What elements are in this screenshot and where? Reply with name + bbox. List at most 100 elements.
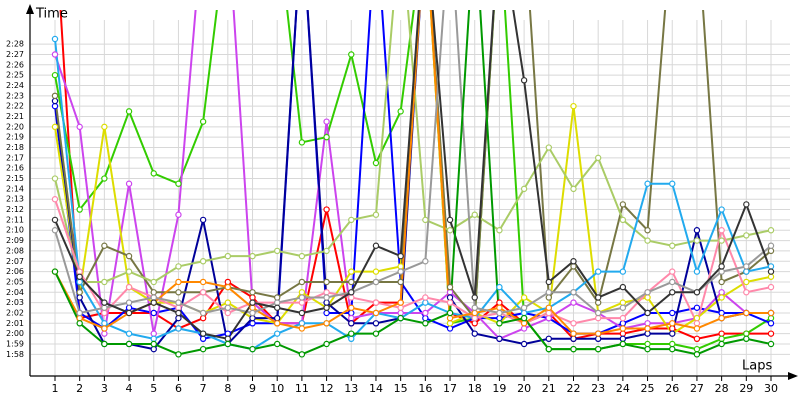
point xyxy=(669,309,676,317)
point xyxy=(644,227,651,234)
point xyxy=(76,123,83,131)
point xyxy=(224,309,232,317)
point xyxy=(372,330,380,337)
point xyxy=(718,206,725,213)
point xyxy=(348,278,355,286)
point xyxy=(446,314,454,322)
point xyxy=(743,289,750,296)
point xyxy=(619,283,627,291)
point xyxy=(767,268,775,275)
point xyxy=(175,289,182,296)
point xyxy=(669,180,676,187)
point xyxy=(249,252,256,260)
y-tick-label: 2:04 xyxy=(6,288,24,297)
point xyxy=(125,340,133,348)
y-tick-label: 2:03 xyxy=(6,298,24,307)
point xyxy=(298,252,306,260)
point xyxy=(520,77,528,84)
x-tick-label: 11 xyxy=(295,382,309,395)
point xyxy=(767,340,775,348)
point xyxy=(471,314,478,322)
point xyxy=(693,268,701,275)
point xyxy=(422,258,429,265)
point xyxy=(101,330,108,337)
point xyxy=(51,102,59,110)
point xyxy=(323,299,330,306)
point xyxy=(249,304,256,311)
point xyxy=(669,242,676,249)
point xyxy=(51,92,59,100)
point xyxy=(718,294,725,301)
point xyxy=(249,309,256,317)
point xyxy=(323,304,330,311)
point xyxy=(594,268,602,275)
plot-area xyxy=(51,10,775,358)
point xyxy=(619,340,627,348)
point xyxy=(51,51,59,58)
series-line xyxy=(54,10,772,340)
x-tick-label: 5 xyxy=(150,382,157,395)
point xyxy=(125,252,133,260)
point xyxy=(669,345,676,353)
point xyxy=(446,289,454,296)
y-tick-label: 2:09 xyxy=(6,236,24,245)
x-tick-label: 14 xyxy=(369,382,383,395)
point xyxy=(496,283,503,291)
point xyxy=(323,247,330,255)
point xyxy=(693,314,701,322)
point xyxy=(520,320,528,327)
point xyxy=(471,211,478,218)
point xyxy=(743,232,750,239)
point xyxy=(76,314,83,322)
point xyxy=(446,320,454,327)
point xyxy=(175,309,182,317)
point xyxy=(570,299,577,306)
series-line xyxy=(54,10,772,351)
point xyxy=(101,340,108,348)
point xyxy=(767,273,775,280)
point xyxy=(372,211,380,218)
point xyxy=(274,314,281,322)
point xyxy=(175,325,182,332)
x-axis-arrow xyxy=(788,372,798,380)
point xyxy=(619,304,627,311)
point xyxy=(422,314,429,322)
point xyxy=(224,299,232,306)
point xyxy=(274,340,281,348)
point xyxy=(51,123,59,131)
point xyxy=(397,108,404,115)
y-tick-label: 2:19 xyxy=(6,133,24,142)
point xyxy=(619,335,627,343)
point xyxy=(323,309,330,317)
point xyxy=(644,330,651,337)
point xyxy=(496,304,503,311)
point xyxy=(150,345,157,353)
point xyxy=(743,201,750,208)
point xyxy=(125,180,133,187)
x-tick-label: 9 xyxy=(249,382,256,395)
point xyxy=(693,325,701,332)
point xyxy=(175,299,182,306)
point xyxy=(520,325,528,332)
point xyxy=(619,330,627,337)
point xyxy=(669,320,676,327)
point xyxy=(669,325,676,332)
y-tick-label: 2:11 xyxy=(6,215,24,224)
point xyxy=(199,314,207,322)
point xyxy=(446,283,454,291)
point xyxy=(767,330,775,337)
point xyxy=(249,345,256,353)
point xyxy=(693,320,701,327)
point xyxy=(76,206,83,213)
x-tick-label: 12 xyxy=(320,382,334,395)
point xyxy=(422,299,429,306)
point xyxy=(594,345,602,353)
y-tick-label: 2:22 xyxy=(6,102,24,111)
point xyxy=(372,309,380,317)
point xyxy=(570,345,577,353)
x-tick-label: 13 xyxy=(344,382,358,395)
y-tick-label: 2:18 xyxy=(6,143,24,152)
point xyxy=(224,252,232,260)
point xyxy=(718,268,725,275)
point xyxy=(101,304,108,311)
